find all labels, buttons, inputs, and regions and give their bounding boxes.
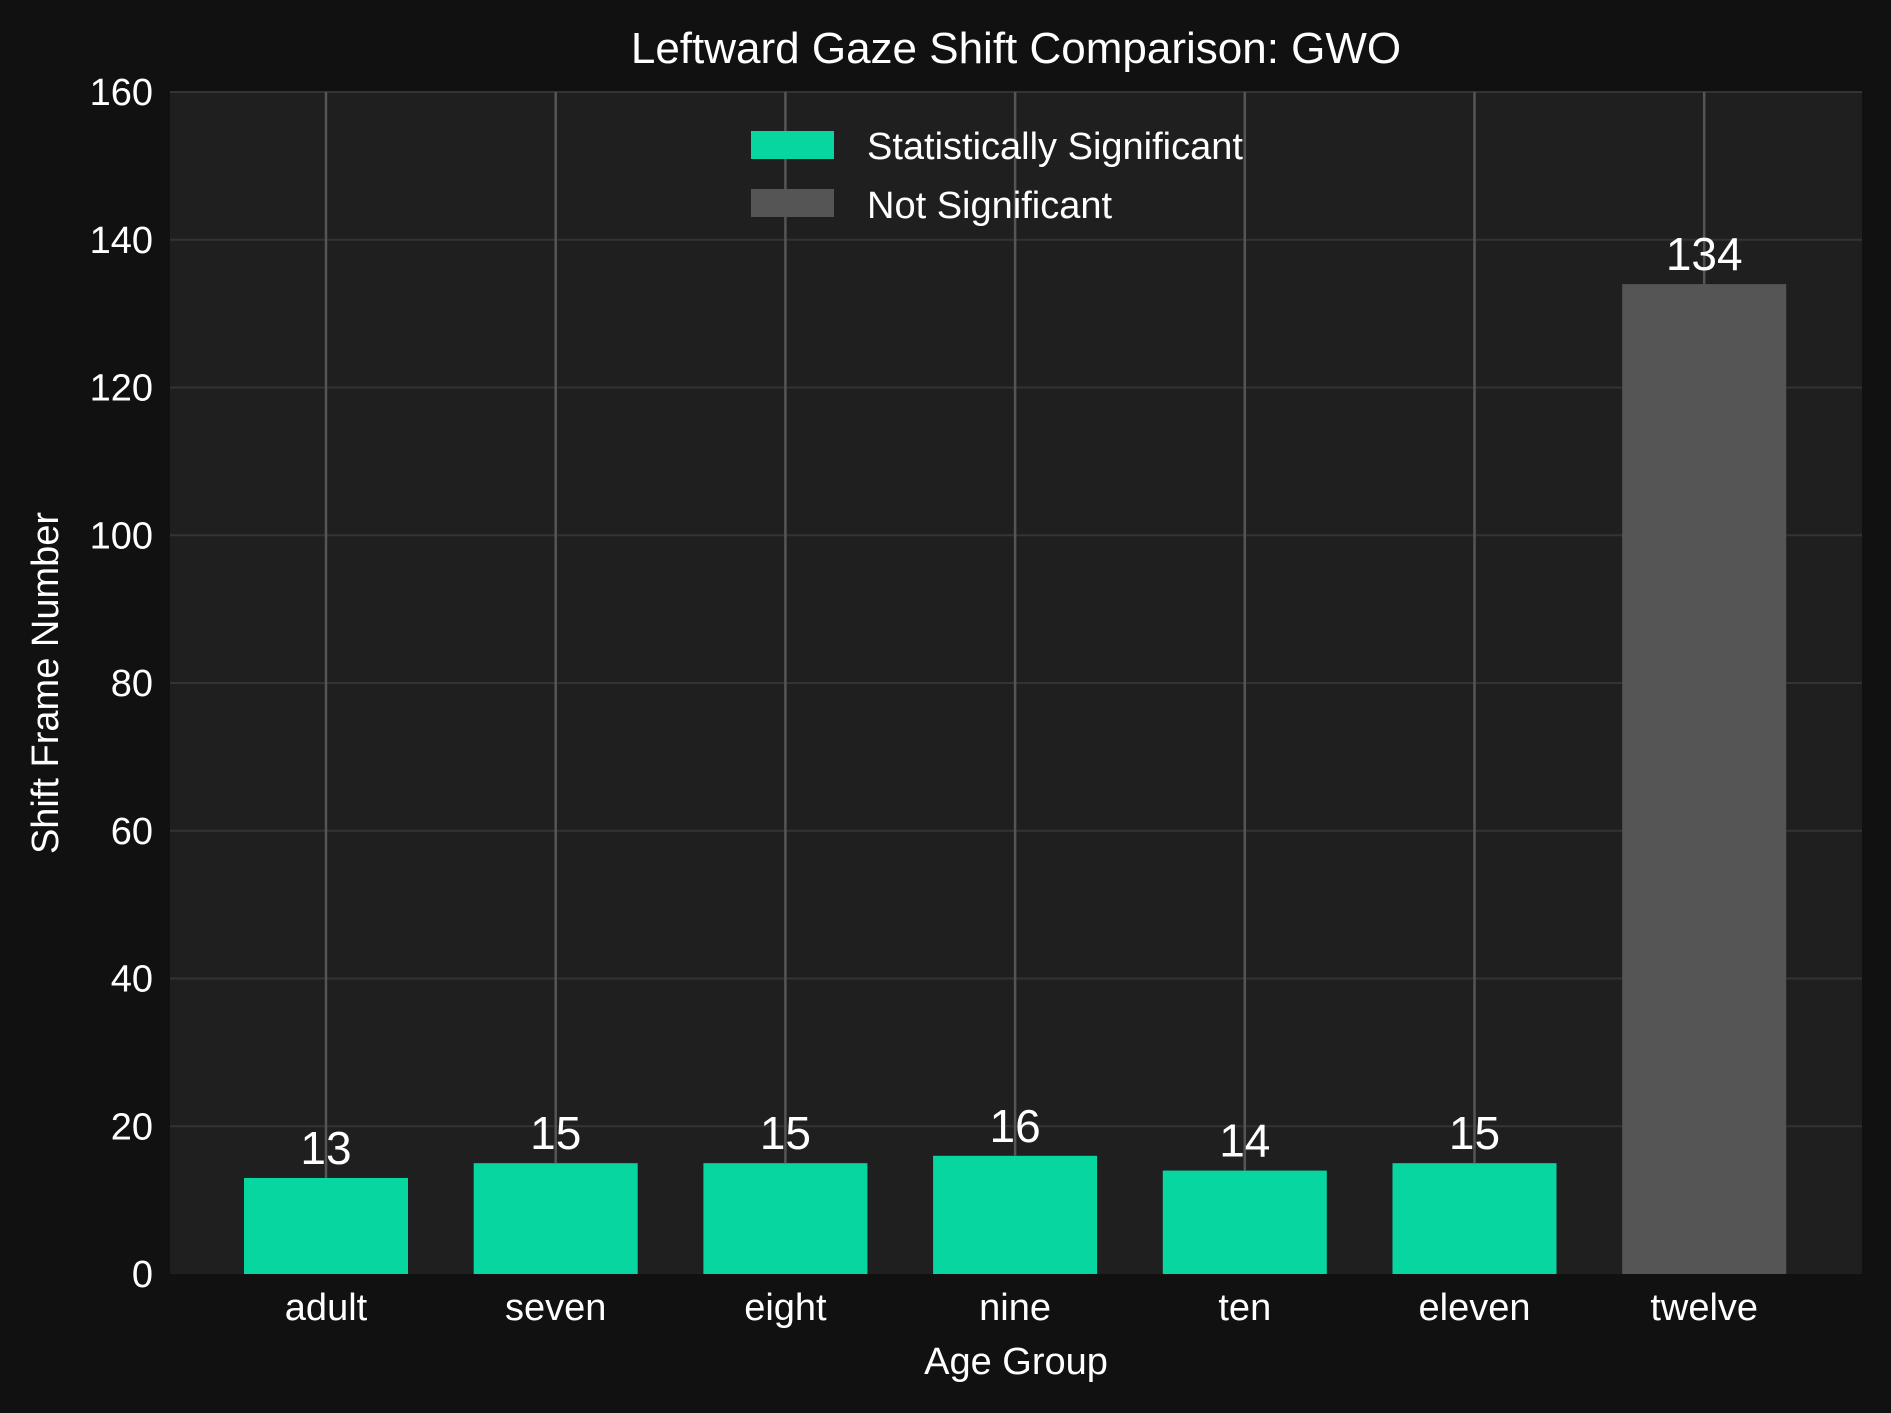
bar-layer — [244, 284, 1787, 1274]
legend-label-not-significant: Not Significant — [867, 185, 1112, 227]
bar-ten — [1162, 1170, 1327, 1274]
legend: Statistically Significant Not Significan… — [751, 126, 1243, 227]
data-label-seven: 15 — [530, 1107, 581, 1159]
x-tick-label-nine: nine — [979, 1287, 1051, 1329]
chart-title: Leftward Gaze Shift Comparison: GWO — [631, 24, 1401, 73]
x-tick-label-twelve: twelve — [1650, 1287, 1758, 1329]
y-tick-label: 40 — [111, 959, 153, 1001]
bar-seven — [473, 1163, 638, 1274]
data-label-twelve: 134 — [1666, 228, 1743, 280]
y-tick-label: 160 — [90, 72, 153, 114]
bar-eleven — [1392, 1163, 1557, 1274]
y-tick-label: 20 — [111, 1106, 153, 1148]
data-label-ten: 14 — [1219, 1115, 1270, 1167]
x-tick-label-seven: seven — [505, 1287, 606, 1329]
x-axis-ticks: adult seven eight nine ten eleven twelve — [285, 1287, 1758, 1329]
bar-nine — [933, 1155, 1098, 1274]
x-axis-label: Age Group — [924, 1341, 1108, 1383]
y-tick-label: 80 — [111, 663, 153, 705]
legend-swatch-not-significant — [751, 189, 834, 217]
data-label-layer: 13 15 15 16 14 15 134 — [300, 228, 1742, 1174]
data-label-eleven: 15 — [1449, 1107, 1500, 1159]
vline-layer — [324, 92, 1706, 1178]
x-tick-label-eleven: eleven — [1419, 1287, 1531, 1329]
bar-eight — [703, 1163, 868, 1274]
legend-label-significant: Statistically Significant — [867, 126, 1243, 168]
y-tick-label: 0 — [132, 1254, 153, 1296]
bar-adult — [244, 1177, 408, 1274]
y-tick-label: 100 — [90, 515, 153, 557]
y-tick-label: 140 — [90, 220, 153, 262]
legend-swatch-significant — [751, 131, 834, 159]
y-tick-label: 120 — [90, 368, 153, 410]
x-tick-label-eight: eight — [744, 1287, 827, 1329]
x-tick-label-ten: ten — [1218, 1287, 1271, 1329]
bar-twelve — [1622, 284, 1787, 1274]
x-tick-label-adult: adult — [285, 1287, 368, 1329]
y-tick-label: 60 — [111, 811, 153, 853]
data-label-eight: 15 — [760, 1107, 811, 1159]
y-axis-ticks: 0 20 40 60 80 100 120 140 160 — [90, 72, 153, 1296]
data-label-adult: 13 — [300, 1122, 351, 1174]
y-axis-label: Shift Frame Number — [25, 512, 67, 854]
data-label-nine: 16 — [990, 1100, 1041, 1152]
